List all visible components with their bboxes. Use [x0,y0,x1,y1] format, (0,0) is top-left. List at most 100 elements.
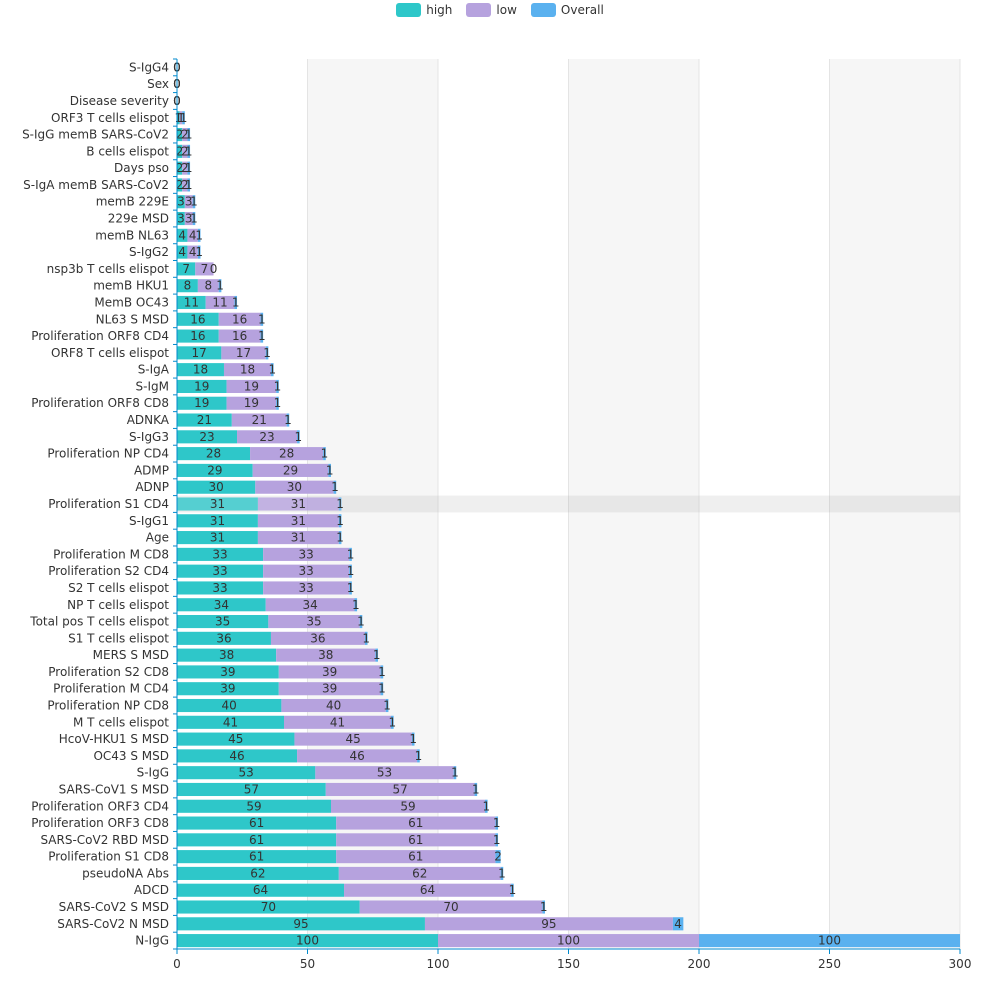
bar-low-hcov-hku1-s-msd[interactable] [294,732,412,746]
bar-overall-proliferation-m-cd8[interactable] [349,547,352,561]
legend-item-overall[interactable]: Overall [530,3,604,17]
bar-low-nl63-s-msd[interactable] [218,312,261,326]
bar-high-days-pso[interactable] [177,161,183,175]
bar-overall-m-t-cells-elispot[interactable] [391,715,394,729]
bar-low-proliferation-s1-cd8[interactable] [336,850,496,864]
bar-low-oc43-s-msd[interactable] [297,749,418,763]
bar-overall-hcov-hku1-s-msd[interactable] [411,732,415,746]
bar-overall-s-iga-memb-sars-cov2[interactable] [187,178,191,192]
bar-high-nl63-s-msd[interactable] [177,312,219,326]
bar-low-total-pos-t-cells-elispot[interactable] [268,614,360,629]
bar-overall-s-igg[interactable] [453,766,457,780]
bar-overall-nl63-s-msd[interactable] [260,312,264,326]
bar-high-s-igg3[interactable] [177,430,238,444]
bar-high-sars-cov1-s-msd[interactable] [177,782,326,797]
bar-low-days-pso[interactable] [182,161,188,175]
bar-high-proliferation-s2-cd8[interactable] [177,665,279,679]
bar-overall-s-igg3[interactable] [297,430,300,444]
bar-low-s-iga[interactable] [223,363,271,377]
bar-overall-pseudona-abs[interactable] [500,866,504,880]
bar-low-proliferation-m-cd8[interactable] [263,547,350,561]
bar-high-proliferation-orf3-cd4[interactable] [177,799,331,813]
bar-overall-mers-s-msd[interactable] [375,648,378,662]
bar-overall-proliferation-orf8-cd8[interactable] [276,396,279,410]
bar-low-proliferation-np-cd8[interactable] [281,698,386,713]
bar-low-proliferation-orf8-cd8[interactable] [226,396,277,410]
bar-high-proliferation-s2-cd4[interactable] [177,564,264,578]
bar-low-s-igg2[interactable] [187,245,198,259]
bar-low-s1-t-cells-elispot[interactable] [270,631,365,645]
bar-overall-proliferation-s2-cd4[interactable] [349,564,352,578]
bar-high-s-igg1[interactable] [177,514,258,528]
bar-high-orf8-t-cells-elispot[interactable] [177,346,222,360]
bar-overall-proliferation-orf3-cd4[interactable] [484,799,488,813]
bar-overall-s-igg1[interactable] [338,514,342,528]
bar-low-adcd[interactable] [344,883,512,897]
bar-high-s-igg2[interactable] [177,245,188,259]
bar-overall-total-pos-t-cells-elispot[interactable] [359,614,363,629]
bar-high-nsp3b-t-cells-elispot[interactable] [177,262,196,276]
bar-low-proliferation-orf3-cd8[interactable] [336,816,496,830]
bar-low-229e-msd[interactable] [184,211,193,226]
bar-low-sars-cov2-n-msd[interactable] [424,917,673,931]
legend-item-low[interactable]: low [466,3,517,17]
bar-high-proliferation-s1-cd8[interactable] [177,850,337,864]
bar-high-s-igg[interactable] [177,766,316,780]
bar-high-sars-cov2-s-msd[interactable] [177,900,360,914]
bar-low-s-igm[interactable] [226,379,277,394]
bar-low-orf3-t-cells-elispot[interactable] [179,111,183,125]
bar-low-memb-nl63[interactable] [187,228,198,242]
bar-low-memb-229e[interactable] [184,195,193,209]
bar-overall-s-igm[interactable] [276,379,279,394]
bar-high-s2-t-cells-elispot[interactable] [177,581,264,595]
bar-low-mers-s-msd[interactable] [276,648,376,662]
bar-overall-sars-cov2-n-msd[interactable] [672,917,684,931]
bar-high-hcov-hku1-s-msd[interactable] [177,732,295,746]
bar-low-proliferation-m-cd4[interactable] [278,682,381,696]
bar-high-adnp[interactable] [177,480,256,494]
bar-low-pseudona-abs[interactable] [338,866,501,880]
legend-item-high[interactable]: high [396,3,452,17]
bar-high-proliferation-np-cd8[interactable] [177,698,282,713]
bar-high-memb-hku1[interactable] [177,279,198,293]
bar-overall-oc43-s-msd[interactable] [417,749,420,763]
bar-high-memb-229e[interactable] [177,195,185,209]
bar-high-proliferation-orf3-cd8[interactable] [177,816,337,830]
bar-high-np-t-cells-elispot[interactable] [177,598,266,612]
bar-low-s-igg[interactable] [315,766,454,780]
bar-low-proliferation-s2-cd8[interactable] [278,665,381,679]
bar-high-proliferation-orf8-cd8[interactable] [177,396,227,410]
bar-overall-s-igg2[interactable] [197,245,201,259]
bar-low-sars-cov1-s-msd[interactable] [325,782,475,797]
bar-high-proliferation-m-cd8[interactable] [177,547,264,561]
bar-high-proliferation-np-cd4[interactable] [177,447,251,461]
bar-overall-s-igg-memb-sars-cov2[interactable] [187,128,191,142]
bar-high-adcd[interactable] [177,883,345,897]
bar-overall-s1-t-cells-elispot[interactable] [364,631,368,645]
bar-low-memb-hku1[interactable] [197,279,219,293]
bar-high-s-iga-memb-sars-cov2[interactable] [177,178,183,192]
bar-overall-b-cells-elispot[interactable] [187,144,191,158]
bar-low-proliferation-orf3-cd4[interactable] [330,799,485,813]
bar-overall-proliferation-orf8-cd4[interactable] [260,329,264,343]
bar-high-s-iga[interactable] [177,363,224,377]
bar-high-sars-cov2-n-msd[interactable] [177,917,425,931]
bar-overall-memb-hku1[interactable] [218,279,222,293]
bar-low-orf8-t-cells-elispot[interactable] [221,346,266,360]
bar-overall-memb-oc43[interactable] [234,295,238,310]
bar-low-proliferation-s2-cd4[interactable] [263,564,350,578]
bar-overall-sars-cov1-s-msd[interactable] [474,782,478,797]
bar-high-adnka[interactable] [177,413,232,427]
bar-low-s2-t-cells-elispot[interactable] [263,581,350,595]
bar-overall-proliferation-np-cd8[interactable] [385,698,389,713]
bar-low-age[interactable] [257,531,339,545]
bar-high-total-pos-t-cells-elispot[interactable] [177,614,269,629]
bar-low-s-igg-memb-sars-cov2[interactable] [182,128,188,142]
bar-low-np-t-cells-elispot[interactable] [265,598,355,612]
bar-overall-orf8-t-cells-elispot[interactable] [265,346,269,360]
bar-overall-proliferation-s2-cd8[interactable] [380,665,384,679]
bar-low-memb-oc43[interactable] [205,295,235,310]
bar-overall-s2-t-cells-elispot[interactable] [349,581,352,595]
bar-overall-proliferation-s1-cd4[interactable] [338,497,342,511]
bar-high-oc43-s-msd[interactable] [177,749,298,763]
